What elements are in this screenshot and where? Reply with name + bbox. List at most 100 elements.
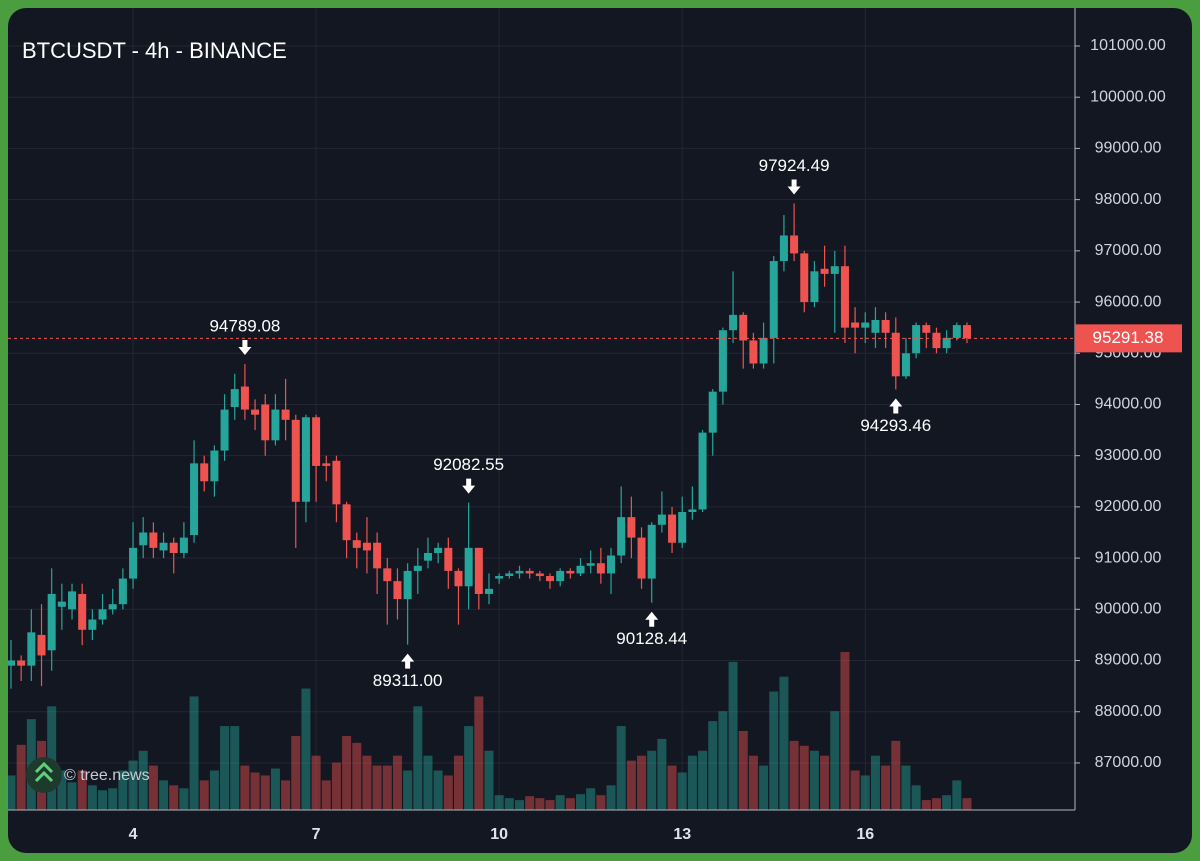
candle-body (474, 547, 483, 594)
volume-bar (931, 798, 941, 810)
candle-body (901, 353, 910, 377)
candle-body (139, 532, 148, 546)
candle-body (617, 517, 626, 556)
y-tick-label: 94000.00 (1095, 396, 1162, 413)
volume-bar (881, 765, 891, 810)
annotation-label: 97924.49 (759, 156, 830, 175)
candle-body (596, 563, 605, 574)
candle-body (820, 268, 829, 274)
volume-bar (759, 765, 769, 810)
candle-body (322, 463, 331, 466)
candle-body (17, 660, 26, 666)
candle-body (240, 386, 249, 410)
y-tick-label: 89000.00 (1095, 652, 1162, 669)
grid (8, 8, 1075, 810)
y-tick-label: 90000.00 (1095, 601, 1162, 618)
volume-bar (57, 770, 67, 810)
candle-body (312, 417, 321, 466)
volume-bar (626, 760, 636, 810)
candle-body (495, 576, 504, 579)
volume-bar (525, 796, 535, 810)
volume-bar (565, 798, 575, 810)
panel (8, 8, 1192, 853)
candle-body (27, 632, 36, 666)
candle-body (668, 514, 677, 543)
annotation-arrow (238, 340, 252, 356)
watermark: © tree.news (64, 767, 150, 784)
x-tick-label: 13 (673, 826, 691, 843)
candle-body (922, 325, 931, 333)
volume-bar (270, 768, 280, 810)
volume-bar (189, 696, 199, 810)
chart-title: BTCUSDT - 4h - BINANCE (22, 38, 287, 63)
candle-body (7, 660, 15, 666)
volume-bar (830, 711, 840, 810)
volume-bar (474, 696, 484, 810)
x-tick-label: 4 (129, 826, 138, 843)
candle-body (871, 319, 880, 333)
volume-bar (403, 770, 413, 810)
annotation-arrow (889, 398, 903, 414)
candle-body (342, 504, 351, 541)
volume-bar (331, 762, 341, 810)
candle-body (403, 570, 412, 600)
candle-body (962, 325, 971, 339)
last-price-label: 95291.38 (1093, 328, 1164, 347)
candle-body (932, 332, 941, 349)
volume-bar (728, 661, 738, 810)
volume-bar (291, 735, 301, 810)
candle-body (169, 542, 178, 553)
candle-body (281, 409, 290, 420)
volume-bar (413, 706, 423, 810)
volume-bar (586, 788, 596, 810)
candle-body (535, 573, 544, 577)
volume-bar (138, 750, 148, 810)
overlays: 94789.08 89311.00 92082.55 90128.44 97924.49… (8, 156, 1075, 690)
volume-bar (779, 676, 789, 810)
volume-bar (311, 755, 321, 810)
candle-body (546, 576, 555, 582)
candle-body (88, 619, 97, 630)
candle-body (68, 591, 77, 610)
candle-body (179, 537, 188, 553)
annotation-label: 94789.08 (209, 317, 280, 336)
volume-bar (942, 795, 952, 810)
annotation-label: 94293.46 (860, 416, 931, 435)
volume-bar (382, 765, 392, 810)
candle-body (98, 609, 107, 620)
volume-bar (118, 770, 128, 810)
candle-body (352, 540, 361, 548)
candle-body (261, 404, 270, 441)
volume-bar (494, 795, 504, 810)
volume-bar (606, 785, 616, 810)
volume-bar (240, 765, 250, 810)
volume-bar (443, 775, 453, 810)
volume-bar (67, 782, 77, 810)
volume-bar (657, 738, 667, 810)
volume-bar (708, 721, 718, 810)
volume-bar (799, 745, 809, 810)
candle-body (423, 552, 432, 561)
candle-body (454, 570, 463, 587)
volume-bar (677, 772, 687, 810)
candle-body (484, 588, 493, 594)
y-tick-label: 99000.00 (1095, 140, 1162, 157)
candle-body (556, 570, 565, 582)
y-tick-label: 98000.00 (1095, 191, 1162, 208)
volume-bar (260, 775, 270, 810)
candle-body (566, 570, 575, 574)
volume-bar (169, 785, 179, 810)
candle-body (434, 547, 443, 553)
annotation-arrow (462, 478, 476, 494)
volume-bar (840, 652, 850, 810)
volume-bar (748, 755, 758, 810)
volume-bar (392, 755, 402, 810)
volume-bar (647, 750, 657, 810)
volume-bar (769, 691, 779, 810)
x-tick-label: 10 (490, 826, 508, 843)
volume-bar (596, 795, 606, 810)
annotation-arrow (645, 611, 659, 627)
volume-bar (77, 770, 87, 810)
